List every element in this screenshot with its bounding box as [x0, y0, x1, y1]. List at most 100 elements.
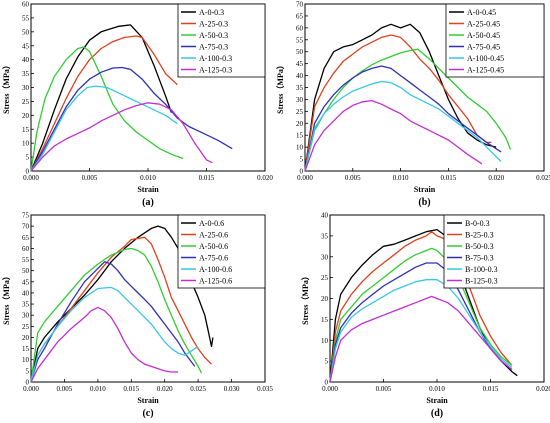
y-tick-label: 40	[296, 72, 304, 80]
legend-entry: A-0-0.45	[467, 8, 496, 17]
y-tick-label: 25	[22, 98, 30, 106]
legend-entry: A-100-0.6	[199, 265, 232, 274]
panel-label: (b)	[418, 197, 430, 208]
legend-entry: A-75-0.3	[199, 43, 228, 52]
y-tick-label: 70	[22, 223, 30, 231]
legend-entry: A-25-0.3	[199, 20, 228, 29]
y-axis-label: Stress（MPa）	[1, 61, 11, 114]
y-tick-label: 30	[22, 84, 30, 92]
panel-label: (a)	[142, 197, 154, 208]
x-tick-label: 0.010	[393, 174, 409, 182]
y-tick-label: 65	[296, 12, 304, 20]
y-tick-label: 60	[296, 24, 304, 32]
series-line-A-0-0.6	[30, 225, 214, 383]
y-tick-label: 60	[22, 1, 30, 9]
y-tick-label: 5	[26, 367, 30, 375]
series-line-A-100-0.45	[304, 80, 502, 172]
series-line-A-0-0.3	[30, 24, 173, 172]
legend: A-0-0.6 A-25-0.6 A-50-0.6 A-75-0.6 A-100-0.6…	[177, 214, 266, 289]
y-tick-label: 5	[300, 156, 304, 164]
y-tick-label: 20	[296, 120, 304, 128]
y-tick-label: 40	[22, 289, 30, 297]
x-tick-label: 0.015	[483, 385, 499, 393]
series-line-A-125-0.45	[304, 99, 483, 172]
x-tick-label: 0.000	[297, 174, 313, 182]
series-line-A-125-0.3	[30, 102, 213, 172]
panel-label: (c)	[142, 408, 153, 419]
y-tick-label: 15	[22, 126, 30, 134]
y-tick-label: 75	[22, 212, 30, 220]
y-tick-label: 35	[22, 301, 30, 309]
y-tick-label: 15	[296, 132, 304, 140]
legend-entry: A-75-0.45	[467, 43, 500, 52]
y-tick-label: 20	[22, 112, 30, 120]
legend-entry: B-100-0.3	[465, 265, 498, 274]
x-tick-label: 0.010	[429, 385, 445, 393]
y-tick-label: 40	[22, 56, 30, 64]
y-tick-label: 55	[22, 14, 30, 22]
y-tick-label: 10	[22, 356, 30, 364]
series-line-A-50-0.3	[30, 46, 184, 172]
legend-entry: A-25-0.45	[467, 20, 500, 29]
series-line-A-100-0.3	[30, 85, 178, 172]
y-tick-label: 25	[321, 274, 329, 282]
legend-entry: A-50-0.3	[199, 31, 228, 40]
legend-entry: B-125-0.3	[465, 277, 498, 286]
legend-entry: B-25-0.3	[465, 231, 494, 240]
y-tick-label: 25	[296, 108, 304, 116]
legend: A-0-0.45 A-25-0.45 A-50-0.45 A-75-0.45 A-100…	[445, 3, 545, 78]
x-tick-label: 0.010	[90, 385, 106, 393]
panel-label: (d)	[431, 408, 443, 419]
series-line-A-25-0.45	[304, 34, 492, 172]
y-tick-label: 55	[22, 256, 30, 264]
series-line-A-50-0.45	[304, 48, 512, 172]
y-axis-label: Stress（MPa）	[1, 272, 11, 325]
y-tick-label: 50	[22, 267, 30, 275]
chart-panel-3: 0 5 10 15 20 25 30 35 40 45 50 55 60 65 70 75 0.000 0.005…	[1, 212, 273, 420]
y-tick-label: 35	[22, 70, 30, 78]
legend-entry: A-100-0.45	[467, 54, 504, 63]
legend: A-0-0.3 A-25-0.3 A-50-0.3 A-75-0.3 A-100-0.3…	[177, 3, 266, 78]
legend-entry: A-125-0.6	[199, 277, 232, 286]
y-tick-label: 45	[296, 60, 304, 68]
x-axis-label: Strain	[137, 396, 159, 405]
x-tick-label: 0.000	[23, 385, 39, 393]
legend-entry: A-25-0.6	[199, 231, 228, 240]
legend-entry: A-125-0.3	[199, 66, 232, 75]
y-tick-label: 5	[26, 154, 30, 162]
legend-entry: A-50-0.45	[467, 31, 500, 40]
x-tick-label: 0.010	[140, 174, 156, 182]
y-tick-label: 50	[22, 28, 30, 36]
y-axis-label: Stress（MPa）	[275, 61, 285, 114]
legend-entry: A-0-0.6	[199, 219, 224, 228]
legend-entry: B-75-0.3	[465, 254, 494, 263]
legend-box	[177, 3, 266, 78]
legend-entry: A-100-0.3	[199, 54, 232, 63]
series-line-A-75-0.45	[304, 65, 502, 172]
series-line-A-100-0.6	[30, 286, 199, 383]
y-tick-label: 0	[26, 168, 30, 176]
y-tick-label: 20	[321, 295, 329, 303]
x-tick-label: 0.005	[345, 174, 361, 182]
chart-panel-1: 0 5 10 15 20 25 30 35 40 45 50 55 60 0.000 0.005 0.010 0…	[1, 1, 273, 209]
x-tick-label: 0.035	[257, 385, 273, 393]
series-line-A-75-0.6	[30, 261, 196, 383]
legend-entry: B-0-0.3	[465, 219, 490, 228]
legend-entry: B-50-0.3	[465, 242, 494, 251]
legend-box	[443, 214, 545, 289]
x-tick-label: 0.005	[82, 174, 98, 182]
legend-entry: A-75-0.6	[199, 254, 228, 263]
y-tick-label: 55	[296, 36, 304, 44]
series-line-A-25-0.3	[30, 35, 178, 172]
y-tick-label: 0	[26, 379, 30, 387]
x-tick-label: 0.015	[441, 174, 457, 182]
chart-panel-4: 0 5 10 15 20 25 30 35 40 0.000 0.005 0.010 0.015 0.02…	[300, 212, 550, 420]
y-tick-label: 0	[325, 379, 329, 387]
x-tick-label: 0.015	[123, 385, 139, 393]
legend-entry: A-50-0.6	[199, 242, 228, 251]
series-line-B-25-0.3	[329, 231, 513, 383]
x-tick-label: 0.000	[322, 385, 338, 393]
chart-panel-2: 0 5 10 15 20 25 30 35 40 45 50 55 60 65 70 0.000 0.005 0.…	[275, 1, 550, 209]
legend: B-0-0.3 B-25-0.3 B-50-0.3 B-75-0.3 B-100-0.3…	[443, 214, 545, 289]
